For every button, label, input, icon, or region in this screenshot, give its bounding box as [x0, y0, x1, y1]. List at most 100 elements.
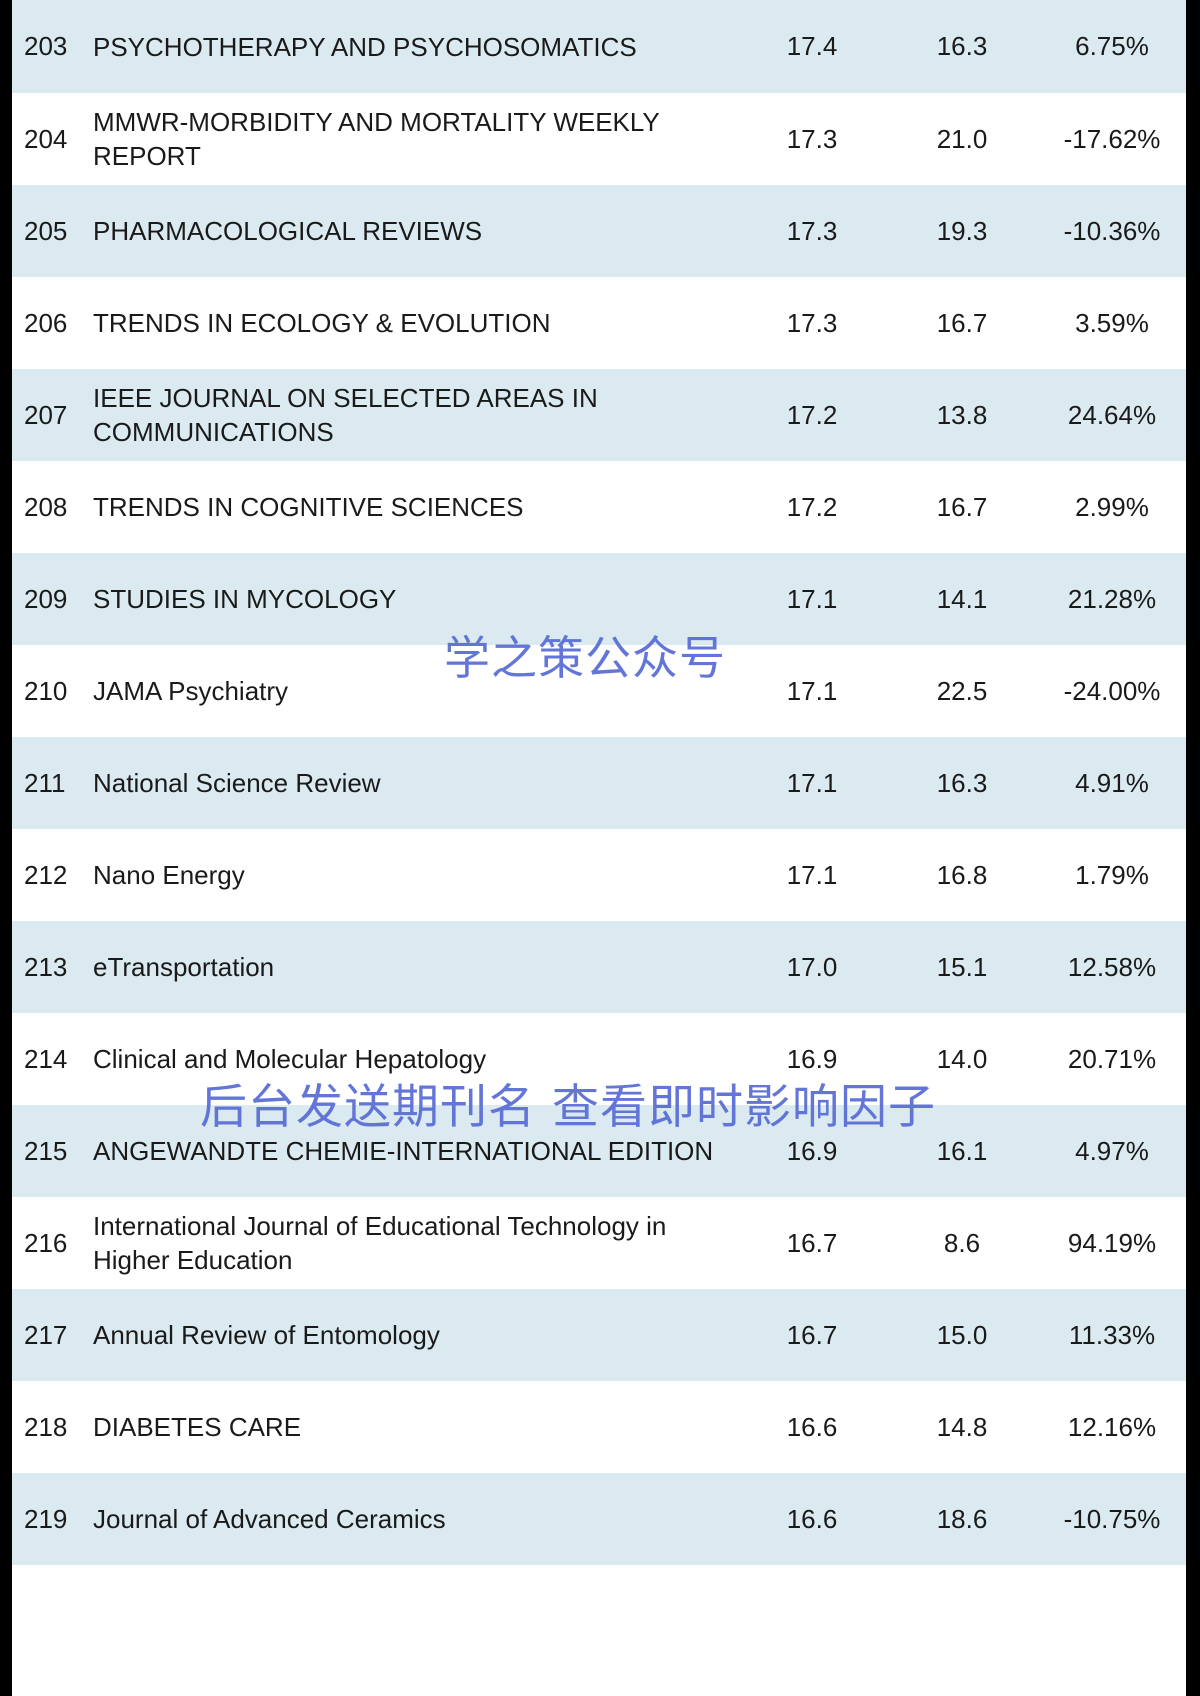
change-percent-cell: 24.64% [1067, 399, 1157, 430]
rank-cell: 218 [24, 1411, 68, 1442]
impact-factor-new-cell: 17.0 [786, 951, 838, 982]
change-percent-cell: -24.00% [1063, 675, 1161, 706]
journal-ranking-table: 203 PSYCHOTHERAPY AND PSYCHOSOMATICS 17.4 1… [12, 0, 1186, 1696]
rank-cell: 207 [24, 399, 68, 430]
rank-cell: 205 [24, 215, 68, 246]
change-percent-cell: -17.62% [1063, 123, 1161, 154]
journal-name-cell: TRENDS IN COGNITIVE SCIENCES [93, 492, 524, 522]
impact-factor-old-cell: 19.3 [936, 215, 988, 246]
journal-name-cell: JAMA Psychiatry [93, 676, 289, 706]
change-percent-cell: 2.99% [1075, 491, 1149, 522]
change-percent-cell: -10.36% [1063, 215, 1161, 246]
journal-name-cell: Journal of Advanced Ceramics [93, 1504, 446, 1534]
change-percent-cell: 4.91% [1075, 767, 1149, 798]
rank-cell: 214 [24, 1043, 68, 1074]
impact-factor-new-cell: 17.3 [786, 123, 838, 154]
change-percent-cell: 11.33% [1068, 1319, 1156, 1350]
change-percent-cell: 1.79% [1075, 859, 1149, 890]
table-row: 212 Nano Energy 17.1 16.8 1.79% [12, 829, 1186, 921]
journal-name-cell: International Journal of Educational Tec… [93, 1211, 667, 1275]
impact-factor-new-cell: 16.7 [786, 1319, 838, 1350]
table-row: 207 IEEE JOURNAL ON SELECTED AREAS IN COM… [12, 369, 1186, 461]
impact-factor-new-cell: 16.7 [786, 1227, 838, 1258]
journal-name-cell: DIABETES CARE [93, 1412, 302, 1442]
journal-name-cell: Annual Review of Entomology [93, 1320, 440, 1350]
change-percent-cell: 12.16% [1067, 1411, 1157, 1442]
change-percent-cell: 12.58% [1067, 951, 1157, 982]
journal-name-cell: STUDIES IN MYCOLOGY [93, 584, 397, 614]
change-percent-cell: -10.75% [1063, 1503, 1161, 1534]
impact-factor-new-cell: 17.3 [786, 215, 838, 246]
table-row: 209 STUDIES IN MYCOLOGY 17.1 14.1 21.28% [12, 553, 1186, 645]
table-row: 211 National Science Review 17.1 16.3 4.91% [12, 737, 1186, 829]
impact-factor-old-cell: 18.6 [936, 1503, 988, 1534]
journal-name-cell: TRENDS IN ECOLOGY & EVOLUTION [93, 308, 551, 338]
impact-factor-old-cell: 16.3 [936, 767, 988, 798]
change-percent-cell: 20.71% [1067, 1043, 1157, 1074]
impact-factor-old-cell: 22.5 [936, 675, 988, 706]
journal-name-cell: eTransportation [93, 952, 275, 982]
impact-factor-old-cell: 16.8 [936, 859, 988, 890]
impact-factor-old-cell: 14.0 [936, 1043, 988, 1074]
journal-name-cell: PHARMACOLOGICAL REVIEWS [93, 216, 483, 246]
change-percent-cell: 94.19% [1067, 1227, 1157, 1258]
impact-factor-new-cell: 17.1 [786, 675, 838, 706]
impact-factor-old-cell: 15.1 [936, 951, 988, 982]
rank-cell: 213 [24, 951, 68, 982]
impact-factor-old-cell: 15.0 [936, 1319, 988, 1350]
rank-cell: 208 [24, 491, 68, 522]
impact-factor-old-cell: 16.1 [936, 1135, 988, 1166]
table-row: 213 eTransportation 17.0 15.1 12.58% [12, 921, 1186, 1013]
impact-factor-new-cell: 17.1 [786, 859, 838, 890]
change-percent-cell: 6.75% [1075, 31, 1149, 61]
impact-factor-old-cell: 8.6 [943, 1227, 981, 1258]
impact-factor-old-cell: 16.7 [936, 491, 988, 522]
journal-name-cell: Nano Energy [93, 860, 245, 890]
impact-factor-new-cell: 16.9 [786, 1135, 838, 1166]
rank-cell: 216 [24, 1227, 68, 1258]
table-row: 210 JAMA Psychiatry 17.1 22.5 -24.00% [12, 645, 1186, 737]
table-row: 214 Clinical and Molecular Hepatology 16.9… [12, 1013, 1186, 1105]
impact-factor-old-cell: 16.7 [936, 307, 988, 338]
rank-cell: 212 [24, 859, 68, 890]
watermark-account: 学之策公众号 [444, 631, 726, 685]
change-percent-cell: 4.97% [1075, 1135, 1149, 1166]
impact-factor-old-cell: 21.0 [936, 123, 988, 154]
rank-cell: 215 [24, 1135, 68, 1166]
impact-factor-new-cell: 16.6 [786, 1411, 838, 1442]
impact-factor-new-cell: 17.2 [786, 399, 838, 430]
impact-factor-new-cell: 17.4 [786, 31, 838, 61]
change-percent-cell: 21.28% [1067, 583, 1157, 614]
table-row: 218 DIABETES CARE 16.6 14.8 12.16% [12, 1381, 1186, 1473]
table-row: 217 Annual Review of Entomology 16.7 15.0 11… [12, 1289, 1186, 1381]
change-percent-cell: 3.59% [1075, 307, 1149, 338]
table-row: 215 ANGEWANDTE CHEMIE-INTERNATIONAL EDITI… [12, 1105, 1186, 1197]
impact-factor-new-cell: 17.1 [786, 583, 838, 614]
journal-name-cell: MMWR-MORBIDITY AND MORTALITY WEEKLY REPO… [93, 107, 660, 171]
table-row: 206 TRENDS IN ECOLOGY & EVOLUTION 17.3 16.7… [12, 277, 1186, 369]
impact-factor-new-cell: 16.6 [786, 1503, 838, 1534]
impact-factor-new-cell: 17.2 [786, 491, 838, 522]
table-row: 205 PHARMACOLOGICAL REVIEWS 17.3 19.3 -10.36… [12, 185, 1186, 277]
rank-cell: 217 [24, 1319, 68, 1350]
table-row: 204 MMWR-MORBIDITY AND MORTALITY WEEKLY R… [12, 93, 1186, 185]
rank-cell: 211 [24, 767, 66, 798]
watermark-instruction: 后台发送期刊名 查看即时影响因子 [200, 1080, 936, 1135]
rank-cell: 209 [24, 583, 68, 614]
impact-factor-new-cell: 17.1 [786, 767, 838, 798]
impact-factor-new-cell: 16.9 [786, 1043, 838, 1074]
impact-factor-old-cell: 13.8 [936, 399, 988, 430]
impact-factor-old-cell: 14.1 [936, 583, 988, 614]
journal-name-cell: Clinical and Molecular Hepatology [93, 1044, 487, 1074]
journal-name-cell: ANGEWANDTE CHEMIE-INTERNATIONAL EDITION [93, 1136, 714, 1166]
impact-factor-old-cell: 14.8 [936, 1411, 988, 1442]
journal-name-cell: National Science Review [93, 768, 381, 798]
impact-factor-new-cell: 17.3 [786, 307, 838, 338]
rank-cell: 204 [24, 123, 68, 154]
rank-cell: 219 [24, 1503, 68, 1534]
journal-name-cell: IEEE JOURNAL ON SELECTED AREAS IN COMMUN… [93, 383, 598, 447]
table-row: 216 International Journal of Educational … [12, 1197, 1186, 1289]
table-row: 219 Journal of Advanced Ceramics 16.6 18.6 -… [12, 1473, 1186, 1565]
table-row: 208 TRENDS IN COGNITIVE SCIENCES 17.2 16.7 2… [12, 461, 1186, 553]
